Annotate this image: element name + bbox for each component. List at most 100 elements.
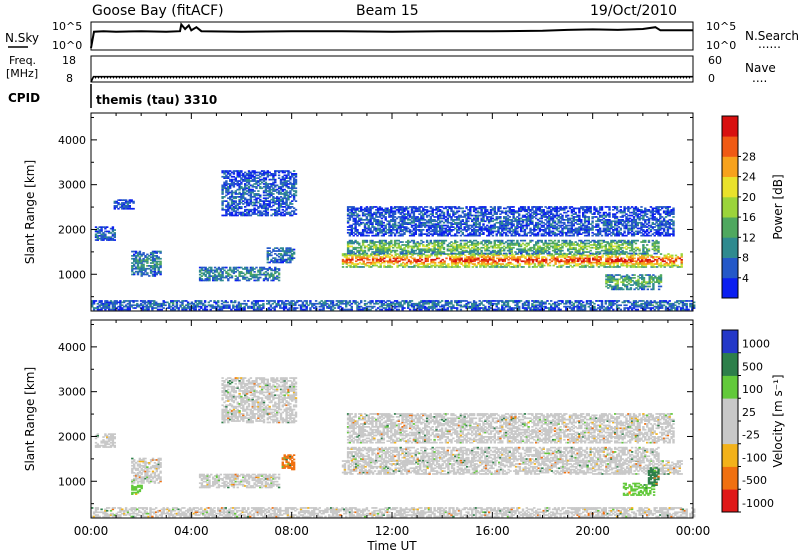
range-cell <box>237 209 239 211</box>
range-cell <box>253 207 255 209</box>
range-cell <box>112 226 114 228</box>
range-cell <box>278 277 280 279</box>
range-cell <box>158 256 160 258</box>
range-cell <box>114 239 116 241</box>
cpid-text: themis (tau) 3310 <box>96 93 217 107</box>
range-cell <box>108 231 110 233</box>
range-cell <box>253 190 255 192</box>
range-cell <box>295 173 297 175</box>
range-cell <box>278 177 280 179</box>
range-cell <box>132 208 134 210</box>
range-cell <box>231 275 233 277</box>
data-cells <box>91 170 695 310</box>
range-cell <box>257 190 259 192</box>
range-cell <box>114 208 116 210</box>
range-cell <box>231 190 233 192</box>
range-cell <box>295 213 297 215</box>
range-cell <box>278 268 280 270</box>
range-cell <box>235 271 237 273</box>
range-cell <box>221 207 223 209</box>
n-sky-trace <box>91 25 693 49</box>
range-cell <box>269 247 271 249</box>
range-cell <box>229 267 231 269</box>
range-cell <box>221 280 223 282</box>
range-cell <box>259 271 261 273</box>
range-cell <box>267 209 269 211</box>
range-cell <box>342 266 344 268</box>
range-cell <box>265 275 267 277</box>
range-cell <box>201 278 203 280</box>
range-cell <box>159 251 161 253</box>
freq-right-tick-top: 60 <box>708 54 722 67</box>
range-cell <box>248 205 250 207</box>
range-cell <box>159 271 161 273</box>
range-cell <box>159 262 161 264</box>
range-cell <box>148 275 150 277</box>
noise-right-legend: ...... <box>758 37 781 51</box>
range-cell <box>267 280 269 282</box>
noise-right-tick-bottom: 10^0 <box>706 39 736 52</box>
range-cell <box>278 280 280 282</box>
range-cell <box>106 226 108 228</box>
range-cell <box>274 253 276 255</box>
range-cell <box>289 196 291 198</box>
range-cell <box>293 196 295 198</box>
range-cell <box>267 212 269 214</box>
range-cell <box>227 280 229 282</box>
range-cell <box>216 280 218 282</box>
range-cell <box>280 253 282 255</box>
range-cell <box>240 206 242 208</box>
range-cell <box>265 182 267 184</box>
range-cell <box>114 229 116 231</box>
freq-left-tick-bottom: 8 <box>66 72 73 85</box>
range-cell <box>221 205 223 207</box>
range-cell <box>272 193 274 195</box>
range-cell <box>227 209 229 211</box>
range-cell <box>253 271 255 273</box>
range-cell <box>295 183 297 185</box>
range-cell <box>114 232 116 234</box>
range-cell <box>287 186 289 188</box>
range-cell <box>139 251 141 253</box>
range-cell <box>272 205 274 207</box>
range-cell <box>267 213 269 215</box>
range-cell <box>293 207 295 209</box>
range-cell <box>255 187 257 189</box>
range-cell <box>291 203 293 205</box>
noise-left-tick-bottom: 10^0 <box>52 39 82 52</box>
range-cell <box>259 196 261 198</box>
range-cell <box>227 202 229 204</box>
range-cell <box>240 183 242 185</box>
range-cell <box>221 271 223 273</box>
freq-label-line1: Freq. <box>9 54 36 67</box>
range-cell <box>291 259 293 261</box>
radar-summary-figure: Goose Bay (fitACF) Beam 15 19/Oct/2010 N… <box>0 0 800 554</box>
range-cell <box>285 190 287 192</box>
range-cell <box>100 228 102 230</box>
range-cell <box>225 267 227 269</box>
range-cell <box>259 195 261 197</box>
range-cell <box>240 186 242 188</box>
frequency-trace <box>91 77 693 82</box>
station-title: Goose Bay (fitACF) <box>92 3 224 19</box>
range-cell <box>267 259 269 261</box>
range-cell <box>265 179 267 181</box>
range-cell <box>142 252 144 254</box>
range-cell <box>117 208 119 210</box>
range-cell <box>278 272 280 274</box>
range-cell <box>238 280 240 282</box>
range-cell <box>146 272 148 274</box>
range-cell <box>270 255 272 257</box>
range-cell <box>261 187 263 189</box>
range-cell <box>274 257 276 259</box>
range-cell <box>278 209 280 211</box>
range-cell <box>240 170 242 172</box>
range-cell <box>259 203 261 205</box>
range-cell <box>257 280 259 282</box>
range-cell <box>272 280 274 282</box>
range-cell <box>293 252 295 254</box>
noise-right-tick-top: 10^5 <box>706 20 736 33</box>
range-cell <box>351 256 353 258</box>
noise-left-tick-top: 10^5 <box>52 20 82 33</box>
range-cell <box>291 255 293 257</box>
